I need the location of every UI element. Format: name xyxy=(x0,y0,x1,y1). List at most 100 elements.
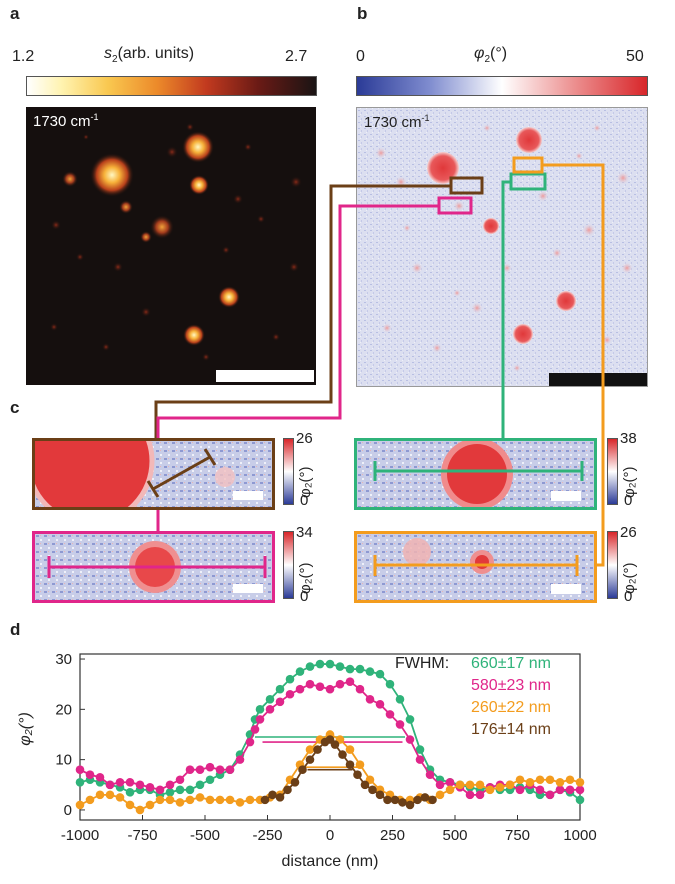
data-point xyxy=(205,795,215,805)
data-point xyxy=(215,765,225,774)
data-point xyxy=(525,777,535,787)
inset-green xyxy=(354,438,597,510)
inset-brown-cb-title: φ₂(°) xyxy=(297,466,314,498)
data-point xyxy=(398,798,407,807)
data-point xyxy=(505,780,515,790)
data-point xyxy=(545,775,555,785)
data-point xyxy=(135,805,145,815)
data-point xyxy=(185,795,195,805)
data-point xyxy=(165,780,175,790)
data-point xyxy=(555,785,565,795)
data-point xyxy=(338,750,347,759)
data-point xyxy=(298,765,307,774)
data-point xyxy=(205,775,215,785)
series-line xyxy=(79,680,580,796)
data-point xyxy=(315,659,325,669)
data-point xyxy=(260,795,270,805)
data-point xyxy=(125,777,135,787)
data-point xyxy=(368,785,377,795)
data-point xyxy=(565,775,575,785)
data-point xyxy=(305,755,315,764)
data-point xyxy=(285,689,295,699)
data-point xyxy=(575,795,585,805)
data-point xyxy=(295,684,305,694)
data-point xyxy=(185,765,195,774)
data-point xyxy=(75,777,85,787)
data-point xyxy=(355,664,365,674)
scale-bar-a xyxy=(216,370,314,382)
data-point xyxy=(345,677,355,686)
inset-magenta xyxy=(32,531,275,603)
data-point xyxy=(125,788,135,797)
x-tick-label: 250 xyxy=(380,827,405,844)
data-point xyxy=(285,674,295,684)
inset-brown-cb-min: 0 xyxy=(300,492,309,509)
legend-entry: 176±14 nm xyxy=(471,721,551,738)
data-point xyxy=(205,762,215,772)
colorbar-a-min: 1.2 xyxy=(12,48,35,65)
data-point xyxy=(345,664,355,674)
data-point xyxy=(165,788,175,797)
inset-green-scale-bar xyxy=(551,491,581,501)
data-point xyxy=(365,694,375,704)
colorbar-a xyxy=(26,76,317,96)
data-point xyxy=(275,697,285,707)
data-point xyxy=(405,800,415,810)
data-point xyxy=(495,783,505,792)
inset-orange-colorbar xyxy=(607,531,618,599)
data-point xyxy=(155,785,165,795)
roi-box-magenta xyxy=(437,196,473,215)
data-point xyxy=(390,795,400,805)
data-point xyxy=(175,798,185,807)
image-a-label: 1730 cm-1 xyxy=(33,112,99,130)
data-point xyxy=(145,783,155,792)
inset-green-cb-max: 38 xyxy=(620,430,637,447)
data-point xyxy=(265,694,275,704)
data-point xyxy=(265,705,275,714)
data-point xyxy=(345,745,355,754)
data-point xyxy=(245,795,255,805)
data-point xyxy=(165,795,175,805)
data-point xyxy=(125,800,135,810)
inset-orange xyxy=(354,531,597,603)
data-point xyxy=(195,765,205,774)
inset-magenta-cb-min: 0 xyxy=(300,588,309,605)
inset-orange-cb-max: 26 xyxy=(620,524,637,541)
data-point xyxy=(330,740,340,749)
data-point xyxy=(395,720,405,729)
roi-box-green xyxy=(509,172,547,191)
inset-brown-cb-max: 26 xyxy=(296,430,313,447)
inset-magenta-scale-bar xyxy=(233,584,263,593)
data-point xyxy=(335,662,345,671)
data-point xyxy=(345,760,355,769)
panel-letter-c: c xyxy=(10,398,20,417)
y-axis-label: φ₂(°) xyxy=(17,712,34,746)
profile-line-brown xyxy=(146,448,217,498)
data-point xyxy=(175,775,185,785)
data-point xyxy=(515,785,525,795)
legend-entry: 580±23 nm xyxy=(471,677,551,694)
inset-orange-scale-bar xyxy=(551,584,581,594)
inset-magenta-colorbar xyxy=(283,531,294,599)
legend-entry: 260±22 nm xyxy=(471,699,551,716)
data-point xyxy=(155,795,165,805)
data-point xyxy=(235,798,245,807)
data-point xyxy=(145,800,155,810)
data-point xyxy=(268,790,277,800)
profile-chart: -1000 -750 -500 -250 0 250 500 750 1000 0 10 20 30 di… xyxy=(17,651,597,870)
data-point xyxy=(305,679,315,689)
roi-box-brown xyxy=(449,176,484,195)
data-point xyxy=(375,669,385,679)
data-point xyxy=(255,715,265,724)
data-point xyxy=(185,785,195,795)
data-point xyxy=(195,780,205,790)
legend-entry: 660±17 nm xyxy=(471,655,551,672)
data-point xyxy=(290,777,300,787)
profile-line-orange xyxy=(373,555,579,576)
data-point xyxy=(445,785,455,795)
scale-bar-b xyxy=(549,373,647,386)
data-point xyxy=(405,715,415,724)
data-point xyxy=(275,793,285,802)
data-point xyxy=(355,684,365,694)
data-point xyxy=(435,790,445,800)
